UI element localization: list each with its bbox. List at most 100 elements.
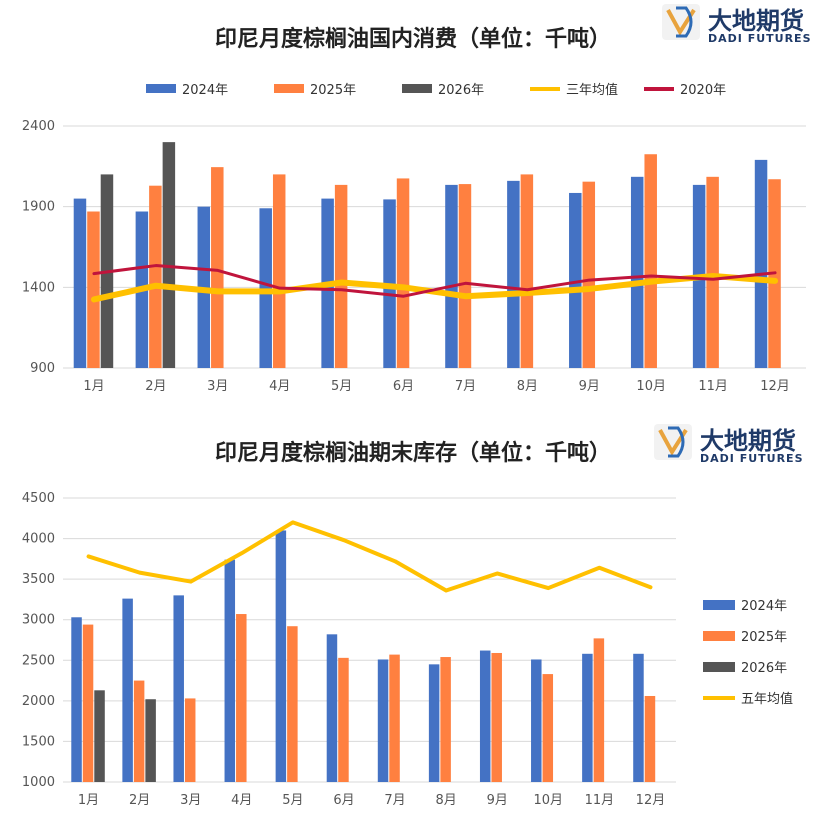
logo-bottom-en: DADI FUTURES [700, 452, 804, 465]
chart2-ytick: 2500 [22, 653, 55, 668]
chart2-bar [593, 638, 605, 782]
chart1-bar [259, 208, 272, 368]
chart2-xtick: 9月 [487, 793, 508, 808]
chart2-bar [184, 698, 196, 782]
chart1-bar [334, 184, 348, 368]
chart2-bar [236, 614, 247, 782]
chart1-bar [706, 176, 719, 368]
logo-bottom-cn: 大地期货 [700, 427, 796, 455]
chart1-xtick: 5月 [331, 379, 352, 394]
chart2-xtick: 7月 [384, 793, 405, 808]
chart2-xtick: 6月 [333, 793, 354, 808]
chart1-legend-swatch [274, 84, 304, 93]
chart2-bar [173, 595, 184, 782]
chart1-legend-label: 2025年 [310, 83, 356, 98]
chart1-bar [445, 184, 458, 368]
chart2-legend-swatch [703, 662, 735, 672]
chart2-xtick: 1月 [78, 793, 99, 808]
logo-bottom-mark2-icon [668, 426, 685, 458]
chart2-ytick: 2000 [22, 694, 55, 709]
chart1-bar [162, 142, 176, 368]
chart1-bar [73, 198, 87, 368]
chart2-bar [145, 699, 156, 782]
chart2-bar [122, 598, 133, 782]
chart1-xtick: 2月 [145, 379, 166, 394]
chart1-xtick: 10月 [636, 379, 666, 394]
chart2-bar [389, 654, 400, 782]
chart2-xtick: 8月 [435, 793, 456, 808]
chart2-bar [287, 626, 298, 782]
chart2-bar [440, 657, 451, 782]
chart2-title: 印尼月度棕榈油期末库存（单位：千吨） [215, 440, 611, 466]
chart1-bar [211, 167, 224, 368]
chart2-bar [633, 653, 644, 782]
chart2-bar [94, 690, 105, 782]
chart1-bar [272, 174, 286, 368]
chart2-bar [275, 530, 287, 782]
chart2-bar [491, 652, 502, 782]
chart2-bar [71, 617, 82, 782]
chart2-bar [377, 659, 389, 782]
chart1-xtick: 9月 [579, 379, 600, 394]
chart2-legend-swatch [703, 631, 735, 641]
chart2-bar [133, 680, 145, 782]
chart2-bar [531, 659, 542, 782]
chart1-xtick: 11月 [698, 379, 728, 394]
chart2-legend-label: 五年均值 [741, 691, 793, 707]
chart2-legend-label: 2025年 [741, 630, 787, 645]
chart2-bar [82, 624, 94, 782]
chart2-plot: 1000 1500 2000 2500 3000 3500 4000 4500 1月 2月 3月 4月… [22, 491, 793, 808]
chart1-xtick: 4月 [269, 379, 290, 394]
logo-top: 大地期货 DADI FUTURES [662, 4, 812, 45]
chart2-bar [542, 674, 554, 782]
chart2-ytick: 4500 [22, 491, 55, 506]
chart1-ytick: 1400 [22, 280, 55, 295]
chart1-title: 印尼月度棕榈油国内消费（单位：千吨） [215, 26, 611, 52]
chart1-legend-label: 2026年 [438, 83, 484, 98]
chart2-bar [479, 650, 491, 782]
chart2-bar [582, 653, 593, 782]
chart2-legend-label: 2024年 [741, 599, 787, 614]
chart1-bar [396, 178, 410, 368]
chart2-bar [338, 657, 349, 782]
chart1-xtick: 8月 [517, 379, 538, 394]
chart1-bar [582, 181, 596, 368]
chart1-xtick: 6月 [393, 379, 414, 394]
chart1-ytick: 900 [30, 361, 55, 376]
chart2-ytick: 3000 [22, 613, 55, 628]
chart1-bar [630, 176, 644, 368]
chart1-legend-swatch [402, 84, 432, 93]
chart1-bar [644, 154, 657, 368]
chart2-bar [428, 664, 440, 782]
chart1-bar [87, 211, 100, 368]
chart1-ytick: 1900 [22, 200, 55, 215]
chart2-bar [644, 695, 656, 782]
chart2-ytick: 3500 [22, 572, 55, 587]
logo-bottom: 大地期货 DADI FUTURES [654, 424, 804, 465]
chart1-series-line [92, 264, 777, 298]
chart2-legend-label: 2026年 [741, 661, 787, 676]
logo-top-cn: 大地期货 [708, 7, 804, 35]
chart1-ytick: 2400 [22, 119, 55, 134]
chart1-legend-label: 2024年 [182, 83, 228, 98]
chart1-bar [458, 184, 472, 368]
chart2-xtick: 4月 [231, 793, 252, 808]
chart2-xtick: 10月 [534, 793, 564, 808]
chart2-xtick: 5月 [282, 793, 303, 808]
chart1-legend-swatch [146, 84, 176, 93]
chart1-bar [507, 180, 520, 368]
chart1-bar [149, 185, 162, 368]
chart2-xtick: 3月 [180, 793, 201, 808]
chart2-bar [326, 634, 338, 782]
chart2-xtick: 11月 [585, 793, 615, 808]
chart1-xtick: 7月 [455, 379, 476, 394]
logo-top-en: DADI FUTURES [708, 32, 812, 45]
chart1-plot: 900 1400 1900 2400 1月 2月 3月 4月 5月 6月 7月 8月 9月 10月 11月 1… [22, 82, 806, 394]
chart1-legend-label: 2020年 [680, 83, 726, 98]
chart2-xtick: 12月 [636, 793, 666, 808]
chart2-ytick: 1000 [22, 775, 55, 790]
chart1-bar [569, 192, 582, 368]
chart2-series-line [86, 520, 653, 593]
